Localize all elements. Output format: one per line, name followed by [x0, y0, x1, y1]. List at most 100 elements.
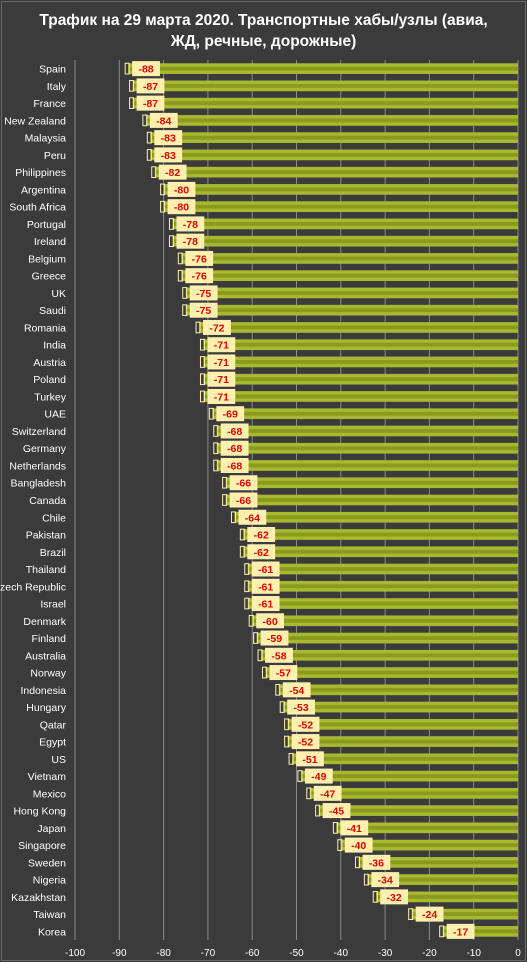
data-label-box	[291, 716, 320, 732]
data-label-box	[207, 337, 236, 353]
chart-title: Трафик на 29 марта 2020. Транспортные ха…	[39, 12, 488, 50]
bar-inner	[243, 532, 518, 537]
data-label: -68	[227, 443, 242, 455]
category-label: France	[33, 98, 66, 110]
bar-end-marker	[439, 925, 445, 938]
data-label-box	[207, 354, 236, 370]
category-label: Thailand	[26, 564, 66, 576]
data-label: -57	[276, 668, 291, 680]
bar-end-marker	[288, 752, 294, 765]
bar-inner	[172, 221, 518, 226]
x-tick-label: -10	[466, 948, 481, 959]
data-label-box	[132, 61, 160, 77]
category-label: Finland	[32, 633, 67, 645]
data-label-box	[282, 682, 311, 698]
bar-end-marker	[199, 373, 205, 386]
data-label: -75	[196, 305, 211, 317]
bar-end-marker	[244, 580, 250, 593]
bar-inner	[154, 170, 519, 175]
category-label: Switzerland	[12, 426, 66, 438]
category-label: Italy	[47, 81, 67, 93]
bar-inner	[243, 549, 518, 554]
bar-inner	[265, 670, 518, 675]
bar-inner	[163, 187, 518, 192]
data-label-box	[220, 457, 249, 473]
data-label: -68	[227, 426, 242, 438]
bar-inner	[216, 429, 518, 433]
category-label: Bangladesh	[11, 478, 67, 490]
data-label-box	[251, 578, 280, 594]
data-label: -66	[236, 478, 251, 490]
bar-inner	[132, 83, 518, 88]
bar-end-marker	[372, 891, 378, 903]
data-label-box	[415, 906, 444, 922]
data-label-box	[136, 95, 165, 111]
data-label-box	[229, 492, 258, 508]
data-label-box	[167, 199, 196, 215]
bar-inner	[150, 152, 518, 157]
bar-inner	[181, 273, 518, 278]
bar-end-marker	[408, 908, 414, 920]
category-label: Poland	[33, 374, 66, 386]
data-label: -61	[258, 581, 273, 593]
data-label-box	[185, 268, 214, 284]
bar-inner	[225, 498, 518, 502]
data-label-box	[189, 285, 218, 301]
data-label: -53	[294, 702, 309, 714]
data-label: -47	[320, 788, 335, 800]
category-label: New Zealand	[4, 115, 66, 127]
data-label-box	[251, 561, 280, 577]
bar-end-marker	[199, 338, 205, 351]
x-tick-label: -40	[334, 948, 349, 959]
category-label: Philippines	[15, 167, 66, 179]
bar-inner	[150, 135, 518, 140]
data-label-box	[203, 319, 231, 335]
bar-end-marker	[275, 683, 281, 696]
category-label: Korea	[38, 926, 66, 938]
data-label-box	[296, 751, 324, 767]
bar-end-marker	[279, 701, 285, 713]
bar-end-marker	[168, 235, 174, 248]
bar-end-marker	[315, 804, 321, 817]
bar-end-marker	[257, 649, 263, 662]
data-label-box	[207, 388, 236, 404]
bar-inner	[287, 739, 518, 744]
data-label-box	[291, 734, 320, 750]
bar-inner	[376, 894, 518, 899]
data-label: -71	[214, 340, 229, 352]
bar-end-marker	[151, 166, 157, 179]
category-label: Kazakhstan	[11, 892, 66, 904]
bar-inner	[256, 636, 518, 640]
category-label: Hungary	[26, 702, 66, 714]
category-label: UK	[51, 288, 66, 300]
category-label: Vietnam	[28, 771, 67, 783]
data-label-box	[220, 423, 249, 439]
data-label-box	[154, 130, 183, 146]
data-label: -83	[161, 150, 176, 162]
data-label: -82	[165, 167, 180, 179]
category-label: Greece	[32, 271, 67, 283]
data-label: -59	[267, 633, 282, 645]
x-tick-label: -30	[378, 948, 393, 959]
data-label: -80	[174, 184, 189, 196]
category-label: Japan	[37, 823, 66, 835]
bar-end-marker	[199, 390, 205, 403]
bar-inner	[216, 446, 518, 451]
category-label: Brazil	[40, 547, 66, 559]
category-label: Malaysia	[25, 133, 67, 145]
bar-end-marker	[142, 114, 148, 127]
category-label: Canada	[29, 495, 66, 507]
data-label: -75	[196, 288, 211, 300]
bar-inner	[367, 877, 518, 882]
bar-inner	[212, 411, 518, 416]
bar-inner	[181, 256, 518, 261]
data-label: -62	[254, 530, 269, 542]
bar-end-marker	[230, 511, 236, 524]
category-label: Denmark	[23, 616, 66, 628]
category-label: Chile	[42, 512, 66, 524]
data-label-box	[207, 371, 236, 387]
data-label: -83	[161, 133, 176, 145]
bar-end-marker	[332, 821, 338, 834]
data-label-box	[220, 440, 249, 456]
data-label: -58	[271, 650, 286, 662]
